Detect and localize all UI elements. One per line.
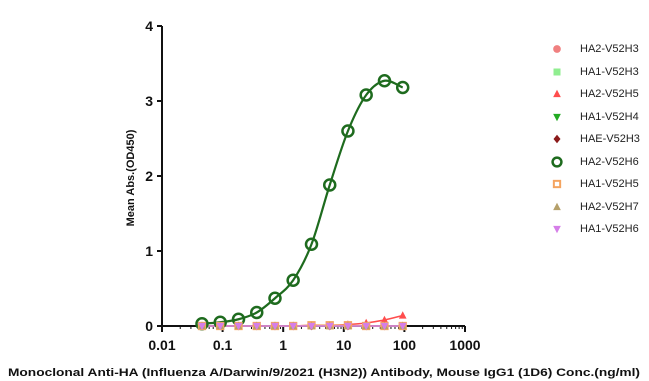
point-ha1-v52h6 — [198, 322, 206, 331]
legend-label: HA2-V52H6 — [580, 155, 639, 168]
legend-marker-ha2-v52h6 — [551, 156, 563, 168]
legend-label: HA2-V52H7 — [580, 200, 639, 213]
legend-label: HA1-V52H4 — [580, 110, 639, 123]
y-tick-label: 0 — [145, 318, 153, 334]
legend-item: HA2-V52H7 — [548, 196, 648, 219]
x-tick-label: 0.01 — [148, 337, 175, 353]
legend-marker-ha1-v52h6 — [553, 226, 561, 234]
point-ha1-v52h6 — [289, 322, 298, 331]
curve-ha2-v52h6 — [201, 79, 404, 325]
point-ha2-v52h6 — [359, 88, 373, 102]
point-ha1-v52h6 — [380, 322, 389, 331]
legend-item: HA2-V52H5 — [548, 83, 648, 106]
legend-item: HA1-V52H6 — [548, 218, 648, 241]
x-axis-label: Monoclonal Anti-HA (Influenza A/Darwin/9… — [8, 367, 640, 379]
y-tick-label: 4 — [145, 18, 153, 34]
x-tick-label: 1000 — [449, 337, 480, 353]
legend-label: HAE-V52H3 — [580, 133, 640, 146]
legend-item: HA1-V52H4 — [548, 106, 648, 129]
point-ha2-v52h5 — [398, 311, 407, 319]
point-ha2-v52h6 — [286, 273, 300, 287]
point-ha1-v52h6 — [234, 322, 243, 331]
legend-item: HA2-V52H6 — [548, 151, 648, 174]
y-axis-label: Mean Abs.(OD450) — [125, 129, 137, 226]
point-ha2-v52h6 — [304, 237, 319, 251]
axes — [157, 25, 466, 332]
legend-item: HA1-V52H5 — [548, 173, 648, 196]
point-ha2-v52h6 — [377, 74, 392, 88]
legend-marker-ha2-v52h5 — [553, 90, 561, 98]
x-tick-label: 1 — [279, 337, 287, 353]
point-ha1-v52h6 — [344, 322, 352, 331]
legend-marker-ha1-v52h5 — [552, 180, 562, 189]
legend-item: HA1-V52H3 — [548, 61, 648, 84]
point-ha2-v52h6 — [268, 291, 282, 305]
point-ha1-v52h6 — [271, 322, 279, 331]
point-ha1-v52h6 — [398, 322, 407, 331]
y-tick-label: 1 — [145, 243, 153, 259]
point-ha1-v52h6 — [307, 322, 316, 331]
legend-label: HA1-V52H5 — [580, 178, 639, 191]
point-ha1-v52h6 — [216, 322, 225, 331]
point-ha2-v52h6 — [322, 178, 337, 192]
tick-labels: 0 1 2 3 4 0.01 0.1 1 10 100 1000 — [145, 18, 481, 353]
point-ha2-v52h6 — [249, 305, 264, 320]
point-ha1-v52h6 — [325, 322, 334, 331]
point-ha2-v52h6 — [395, 80, 410, 95]
legend-item: HAE-V52H3 — [548, 128, 648, 151]
legend-marker-ha2-v52h3 — [553, 45, 561, 54]
legend-marker-ha1-v52h4 — [553, 113, 561, 121]
legend-label: HA2-V52H3 — [580, 43, 639, 56]
point-ha1-v52h6 — [362, 322, 371, 331]
x-tick-label: 0.1 — [213, 337, 233, 353]
y-tick-label: 2 — [145, 168, 153, 184]
fit-curves — [201, 79, 404, 327]
point-ha2-v52h6 — [341, 124, 355, 138]
legend: HA2-V52H3 HA1-V52H3 HA2-V52H5 HA1-V52H4 HAE-… — [548, 38, 648, 241]
legend-label: HA2-V52H5 — [580, 88, 639, 101]
legend-marker-ha2-v52h7 — [553, 202, 561, 210]
data-points — [195, 74, 410, 331]
legend-item: HA2-V52H3 — [548, 38, 648, 61]
x-tick-label: 100 — [393, 337, 417, 353]
point-ha1-v52h6 — [252, 322, 261, 331]
legend-marker-hae-v52h3 — [553, 135, 561, 144]
y-tick-label: 3 — [145, 93, 153, 109]
legend-label: HA1-V52H6 — [580, 223, 639, 236]
point-ha2-v52h5 — [380, 315, 389, 324]
x-tick-label: 10 — [336, 337, 352, 353]
legend-marker-ha1-v52h3 — [553, 68, 561, 76]
legend-label: HA1-V52H3 — [580, 65, 639, 78]
